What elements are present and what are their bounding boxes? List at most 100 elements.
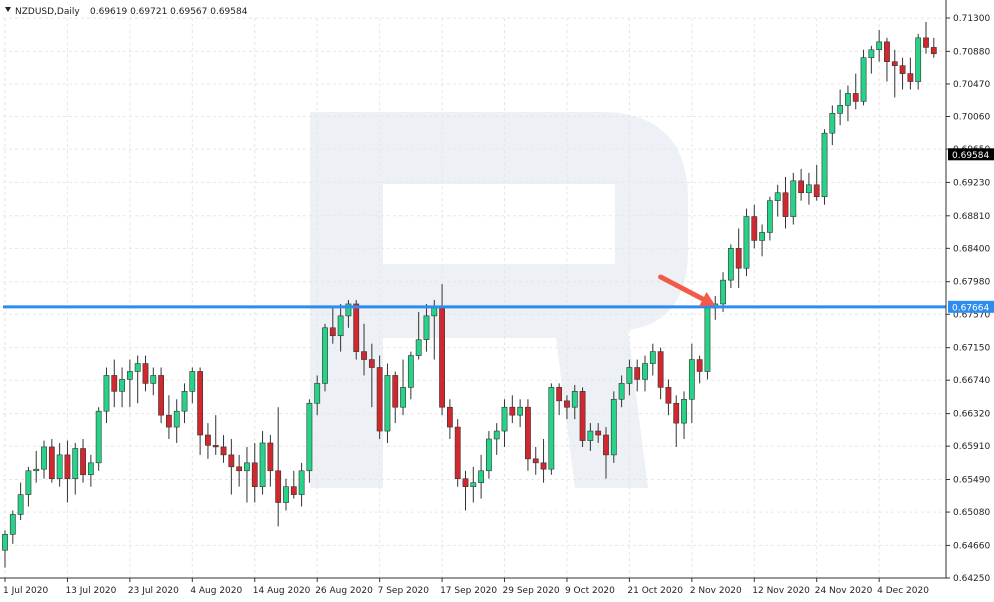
candle xyxy=(259,431,266,495)
candles-layer xyxy=(2,21,937,568)
candle xyxy=(189,367,196,404)
candle xyxy=(290,470,297,499)
candle xyxy=(774,184,781,217)
bear-candle-body xyxy=(579,391,586,441)
time-tick-label: 17 Sep 2020 xyxy=(440,586,497,596)
bear-candle-body xyxy=(80,448,86,476)
candle xyxy=(158,367,164,424)
candle xyxy=(751,204,758,249)
time-tick-label: 23 Jul 2020 xyxy=(128,586,179,596)
bear-candle-body xyxy=(220,446,227,456)
candle xyxy=(298,462,305,507)
candle xyxy=(743,208,750,277)
bear-candle-body xyxy=(884,41,890,62)
bull-candle-body xyxy=(501,406,508,432)
candle xyxy=(142,355,149,392)
current-price-tag: 0.69584 xyxy=(948,148,994,161)
bear-candle-body xyxy=(368,359,375,368)
bull-candle-body xyxy=(626,367,633,384)
time-tick-label: 1 Jul 2020 xyxy=(3,586,48,596)
bull-candle-body xyxy=(743,216,750,269)
candle xyxy=(891,49,898,98)
bull-candle-body xyxy=(790,180,797,217)
candle xyxy=(345,299,352,328)
bull-candle-body xyxy=(9,514,16,535)
triangle-down-icon[interactable] xyxy=(5,7,11,12)
time-axis: 1 Jul 2020 13 Jul 2020 23 Jul 2020 4 Aug 20… xyxy=(3,578,929,596)
bear-candle-body xyxy=(275,470,282,503)
candle xyxy=(181,383,188,424)
bear-candle-body xyxy=(361,351,367,360)
bear-candle-body xyxy=(228,454,235,468)
bull-candle-body xyxy=(774,192,781,201)
candle xyxy=(111,359,118,408)
bear-candle-body xyxy=(111,375,118,392)
candle xyxy=(462,470,469,511)
bull-candle-body xyxy=(126,371,133,380)
bull-candle-body xyxy=(150,375,157,384)
bear-candle-body xyxy=(509,406,516,416)
bull-candle-body xyxy=(259,442,266,487)
candle xyxy=(322,323,328,392)
candle xyxy=(9,510,16,544)
candle xyxy=(540,438,547,483)
candle xyxy=(837,89,844,126)
candle xyxy=(337,303,344,352)
bull-candle-body xyxy=(478,470,485,483)
price-tick-label: 0.70470 xyxy=(953,80,990,90)
bull-candle-body xyxy=(618,383,625,400)
bear-candle-body xyxy=(696,359,703,372)
candle xyxy=(930,37,937,58)
bull-candle-body xyxy=(704,307,711,372)
candle xyxy=(548,383,555,475)
bull-candle-body xyxy=(306,402,313,472)
bull-candle-body xyxy=(766,200,773,233)
bear-candle-body xyxy=(197,371,204,436)
price-tick-label: 0.66320 xyxy=(953,410,990,420)
bull-candle-body xyxy=(298,470,305,495)
candle xyxy=(228,438,235,495)
bull-candle-body xyxy=(423,315,430,341)
bull-candle-body xyxy=(407,355,414,388)
candle xyxy=(603,427,609,479)
candle xyxy=(470,466,477,503)
bull-candle-body xyxy=(95,410,102,464)
candle xyxy=(446,399,453,439)
candle xyxy=(501,399,508,447)
bull-candle-body xyxy=(821,132,828,198)
candle xyxy=(251,442,258,503)
bull-candle-body xyxy=(415,339,422,356)
bull-candle-body xyxy=(548,387,555,470)
grid-layer xyxy=(3,17,946,579)
time-tick-label: 26 Aug 2020 xyxy=(315,586,373,596)
time-tick-label: 24 Nov 2020 xyxy=(815,586,873,596)
candle xyxy=(595,423,602,443)
time-tick-label: 29 Sep 2020 xyxy=(503,586,560,596)
bull-candle-body xyxy=(400,387,406,408)
time-tick-label: 12 Nov 2020 xyxy=(752,586,810,596)
candle xyxy=(626,359,633,396)
bull-candle-body xyxy=(134,363,141,372)
candle xyxy=(407,351,414,400)
bear-candle-body xyxy=(166,414,172,428)
bull-candle-body xyxy=(837,105,844,114)
bull-candle-body xyxy=(681,398,687,424)
candle xyxy=(134,355,141,404)
candle xyxy=(852,73,859,110)
bull-candle-body xyxy=(720,279,726,305)
candle xyxy=(173,399,180,443)
bull-candle-body xyxy=(244,462,250,472)
bear-candle-body xyxy=(673,402,680,424)
arrow-shaft xyxy=(658,274,706,302)
bear-candle-body xyxy=(930,47,937,55)
bear-candle-body xyxy=(782,192,789,217)
time-tick-label: 13 Jul 2020 xyxy=(65,586,116,596)
candle xyxy=(907,57,914,90)
bull-candle-body xyxy=(181,391,188,412)
candle xyxy=(103,367,110,424)
candle xyxy=(657,347,664,400)
candle xyxy=(790,172,797,225)
